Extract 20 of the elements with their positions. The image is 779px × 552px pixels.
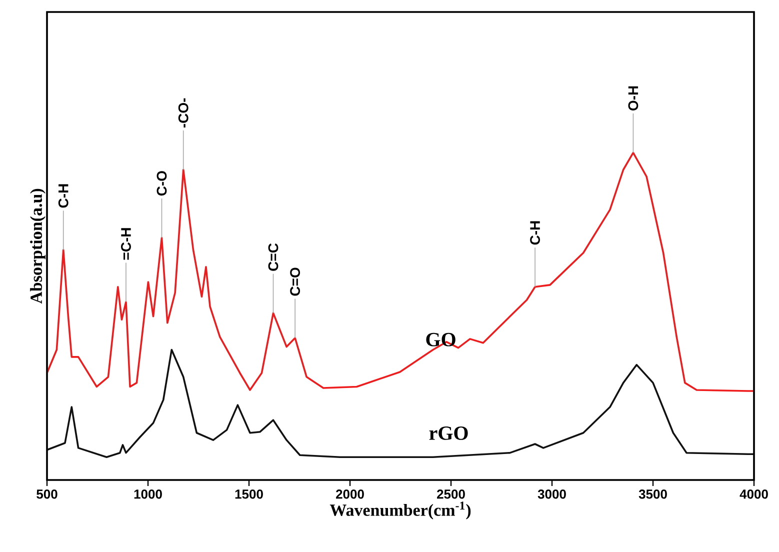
- x-tick-label: 500: [36, 490, 58, 499]
- annotation: -CO-: [178, 98, 188, 128]
- x-tick-label: 1000: [134, 490, 162, 499]
- x-tick-label: 1500: [235, 490, 263, 499]
- annotation: C-H: [58, 184, 68, 208]
- x-tick-label: 2500: [437, 490, 465, 499]
- annotation: O-H: [628, 86, 638, 110]
- annotation: C=O: [290, 268, 300, 296]
- x-tick-label: 2000: [336, 490, 364, 499]
- annotation: C=C: [268, 243, 278, 271]
- annotation: C-O: [156, 171, 167, 196]
- annotation: =C-H: [121, 228, 131, 260]
- series-label: GO: [426, 332, 456, 346]
- series-label: rGO: [429, 426, 468, 440]
- x-axis-title: Wavenumber(cm$^{-1}$): [330, 502, 471, 520]
- x-tick-label: 3000: [538, 490, 566, 499]
- annotation: C-H: [530, 221, 540, 245]
- x-tick-label: 4000: [740, 490, 768, 499]
- x-tick-label: 3500: [638, 490, 667, 499]
- y-axis-title: Absorption(a.u): [30, 188, 46, 304]
